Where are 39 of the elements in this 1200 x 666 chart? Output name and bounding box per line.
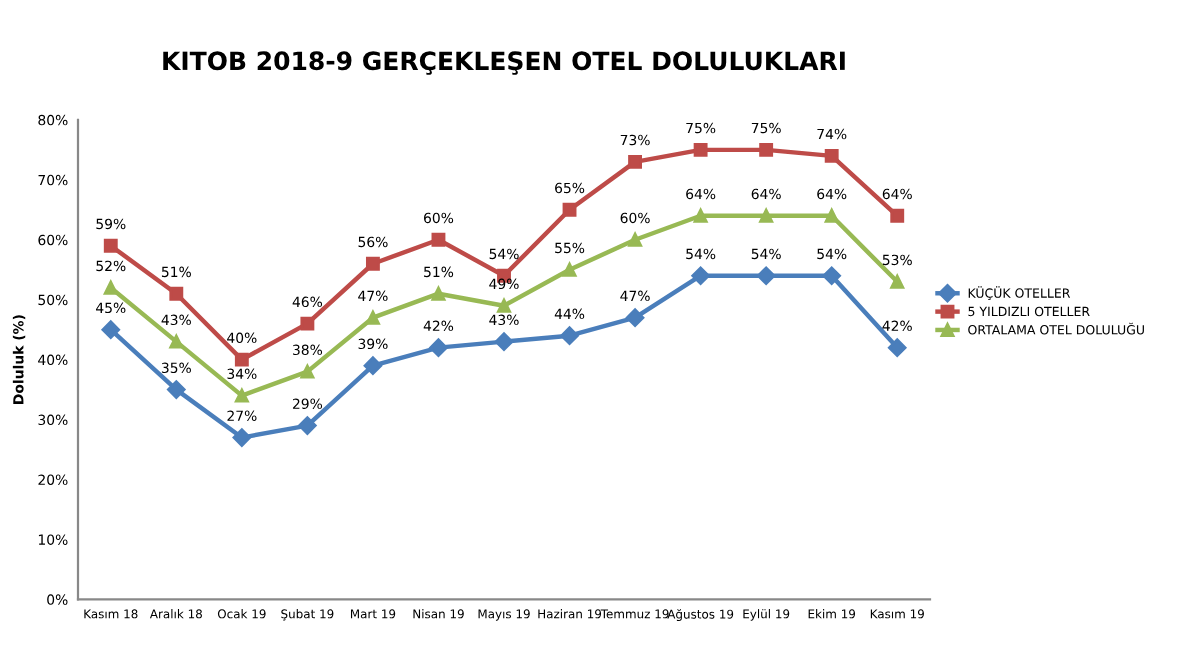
point [560, 326, 579, 345]
point [890, 208, 905, 223]
point [167, 380, 186, 399]
point [691, 266, 710, 285]
point [169, 334, 184, 349]
point [431, 286, 446, 301]
point [824, 208, 839, 223]
point [562, 262, 577, 277]
point [103, 238, 118, 253]
point [234, 388, 249, 403]
point [365, 310, 380, 325]
point [759, 208, 774, 223]
point [562, 202, 577, 217]
point [756, 266, 776, 285]
point [300, 316, 315, 331]
point [298, 416, 317, 435]
point [365, 256, 380, 271]
point [693, 208, 708, 223]
point [300, 364, 315, 379]
point [429, 338, 448, 357]
point [234, 352, 249, 367]
point [497, 298, 511, 313]
chart-title: KITOB 2018-9 GERÇEKLEŞEN OTEL DOLULUKLARI [163, 51, 845, 75]
point [431, 232, 446, 247]
point [101, 320, 121, 339]
point [494, 332, 514, 351]
point [824, 148, 839, 163]
point [890, 274, 905, 289]
point [232, 428, 252, 447]
point [628, 154, 643, 169]
point [887, 338, 907, 357]
point [759, 142, 774, 157]
point [169, 286, 184, 301]
point [103, 280, 118, 295]
point [822, 266, 841, 285]
point [363, 356, 383, 375]
point [625, 308, 645, 327]
point [693, 142, 708, 157]
point [628, 232, 643, 247]
